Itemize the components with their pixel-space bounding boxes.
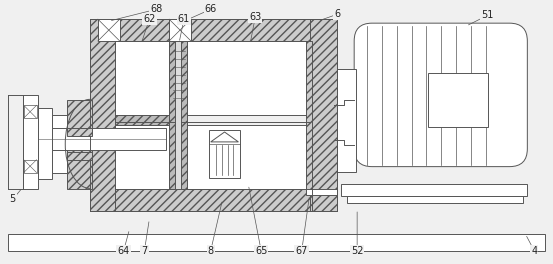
Bar: [175, 41, 181, 189]
Text: 65: 65: [255, 246, 267, 256]
Bar: [67, 128, 92, 136]
Text: 51: 51: [482, 10, 494, 20]
Text: 62: 62: [143, 14, 155, 24]
Bar: [347, 196, 523, 203]
Text: 64: 64: [117, 246, 130, 256]
Bar: [114, 115, 169, 125]
Bar: [90, 19, 114, 211]
Bar: [169, 41, 187, 189]
Bar: [335, 69, 356, 172]
Bar: [24, 160, 36, 173]
Bar: [8, 234, 545, 251]
Text: 5: 5: [10, 194, 16, 204]
Text: 4: 4: [531, 246, 538, 256]
Text: 67: 67: [295, 246, 308, 256]
Text: 8: 8: [207, 246, 214, 256]
Bar: [169, 19, 187, 41]
Text: 6: 6: [335, 9, 341, 19]
Bar: [306, 41, 312, 189]
Bar: [24, 105, 36, 118]
Text: 66: 66: [205, 4, 217, 14]
Bar: [306, 189, 337, 195]
Bar: [429, 73, 488, 127]
Bar: [208, 130, 241, 177]
Bar: [90, 19, 337, 41]
Bar: [187, 41, 307, 115]
Bar: [169, 19, 191, 41]
Bar: [53, 115, 67, 173]
Bar: [23, 95, 38, 189]
FancyBboxPatch shape: [354, 23, 528, 167]
Bar: [310, 19, 337, 211]
Bar: [114, 125, 169, 189]
Text: 63: 63: [249, 12, 262, 22]
Text: 61: 61: [178, 14, 190, 24]
Bar: [67, 152, 92, 160]
Bar: [114, 41, 169, 115]
Bar: [38, 108, 53, 180]
Bar: [53, 128, 166, 150]
Bar: [98, 19, 119, 41]
Bar: [341, 185, 528, 196]
Bar: [187, 125, 307, 189]
Text: 68: 68: [150, 4, 163, 14]
Bar: [67, 100, 92, 189]
Text: 52: 52: [351, 246, 363, 256]
Text: 7: 7: [141, 246, 148, 256]
Bar: [90, 189, 337, 211]
